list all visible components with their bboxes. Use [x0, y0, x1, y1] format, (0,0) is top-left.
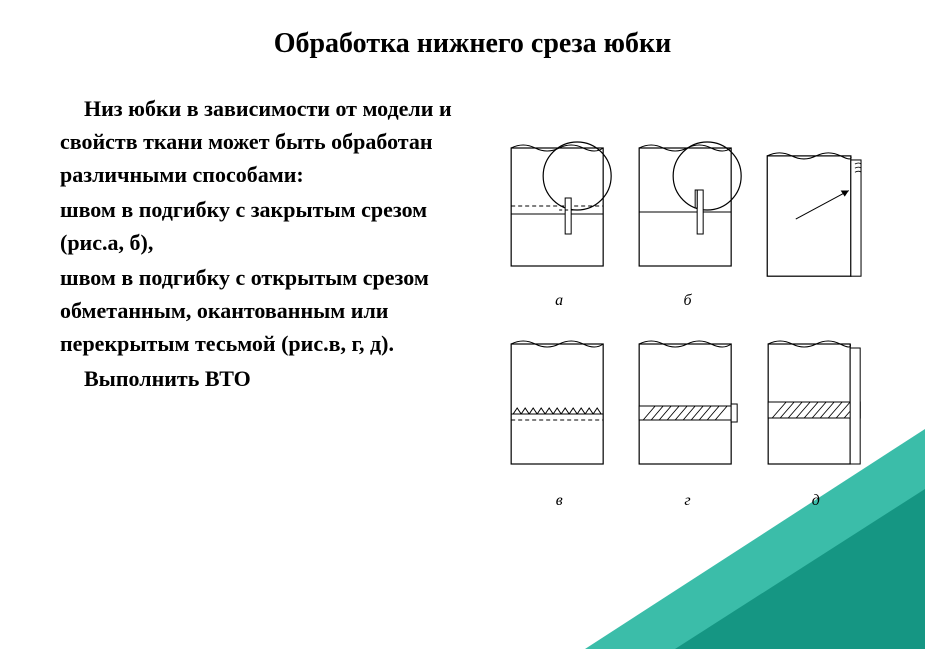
page-title: Обработка нижнего среза юбки — [60, 28, 885, 60]
diagram-d: д — [755, 320, 877, 510]
paragraph-3: швом в подгибку с открытым срезом обмета… — [60, 261, 480, 360]
diagram-b: б — [626, 120, 748, 310]
diagram-label-g: г — [684, 492, 690, 510]
figure-grid: а б — [498, 110, 885, 520]
diagram-label-b: б — [683, 292, 691, 310]
diagram-label-v: в — [556, 492, 563, 510]
diagram-a: а — [498, 120, 620, 310]
content-row: Низ юбки в зависимости от модели и свойс… — [60, 92, 885, 520]
diagram-v: в — [498, 320, 620, 510]
diagram-label-d: д — [812, 492, 820, 510]
body-text: Низ юбки в зависимости от модели и свойс… — [60, 92, 480, 397]
paragraph-1: Низ юбки в зависимости от модели и свойс… — [60, 92, 480, 191]
diagram-top-right — [755, 120, 877, 310]
diagram-g: г — [626, 320, 748, 510]
paragraph-4: Выполнить ВТО — [60, 362, 480, 395]
diagram-label-a: а — [555, 292, 563, 310]
paragraph-2: швом в подгибку с закрытым срезом (рис.а… — [60, 193, 480, 259]
